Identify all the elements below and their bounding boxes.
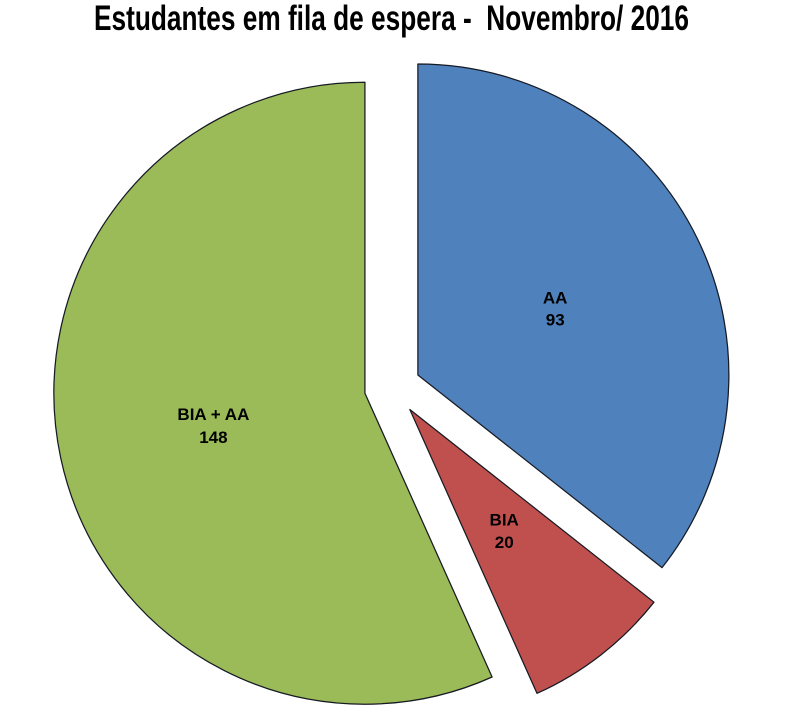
svg-text:BIA + AA: BIA + AA bbox=[177, 405, 249, 424]
svg-text:AA: AA bbox=[543, 288, 568, 307]
svg-text:Estudantes em fila de espera -: Estudantes em fila de espera - Novembro/… bbox=[94, 0, 689, 38]
svg-text:BIA: BIA bbox=[490, 511, 519, 530]
svg-text:148: 148 bbox=[199, 428, 227, 447]
svg-text:93: 93 bbox=[546, 311, 565, 330]
svg-text:20: 20 bbox=[495, 533, 514, 552]
